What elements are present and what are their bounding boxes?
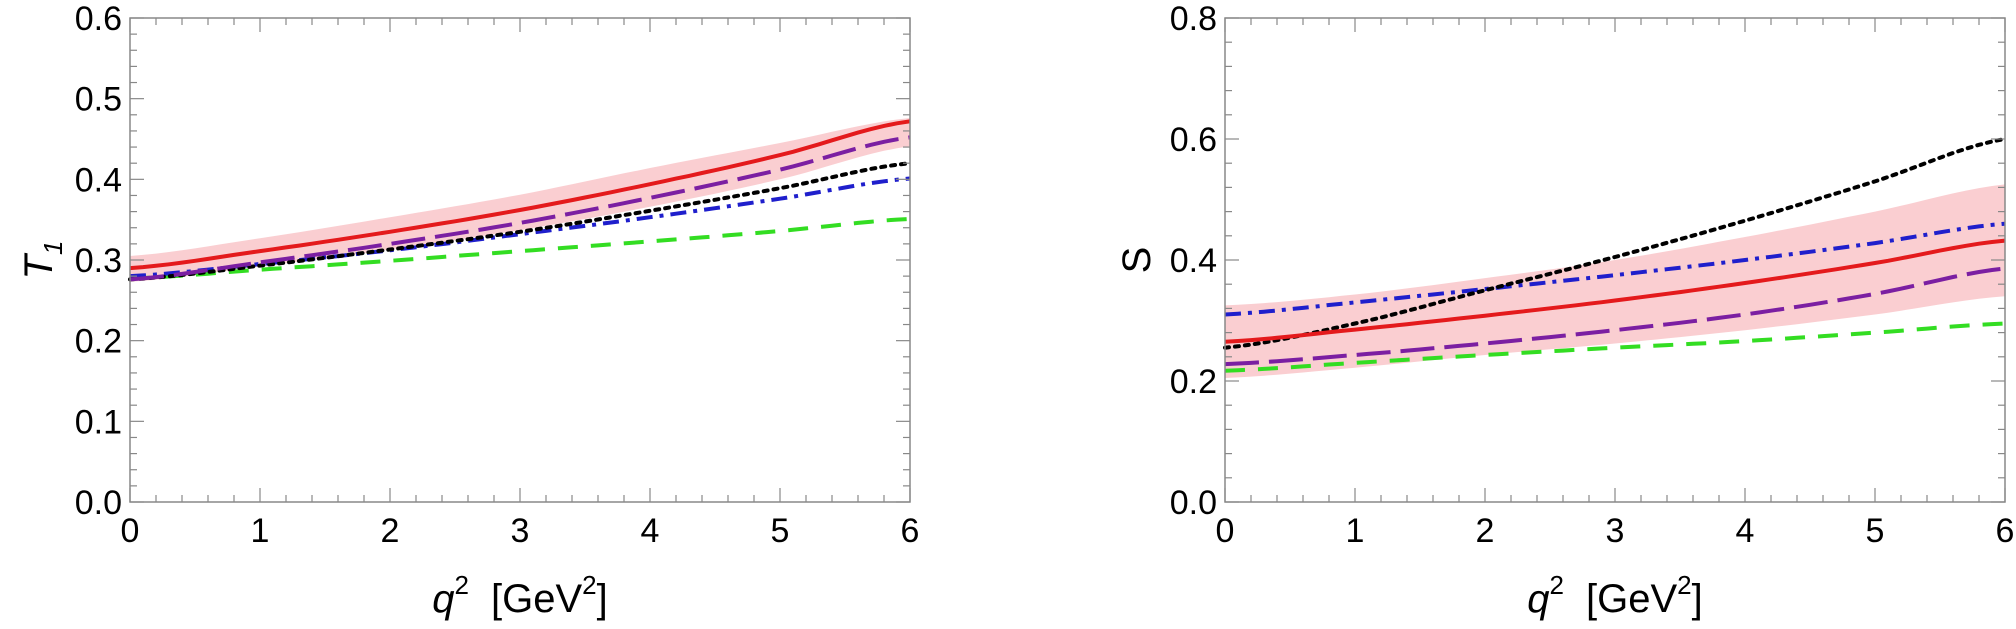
- t1-x-tick-label: 1: [251, 512, 270, 550]
- s-x-tick-label: 4: [1736, 512, 1755, 550]
- s-x-tick-label: 2: [1476, 512, 1495, 550]
- t1-y-tick-label: 0.1: [75, 403, 122, 441]
- s-y-axis-title-main: S: [1115, 247, 1159, 274]
- s-uncertainty-band-layer: [1225, 184, 2005, 378]
- t1-x-tick-label: 0: [121, 512, 140, 550]
- t1-x-axis-var-sup: 2: [455, 570, 469, 600]
- t1-x-tick-label: 2: [381, 512, 400, 550]
- t1-x-tick-label: 3: [511, 512, 530, 550]
- t1-y-tick-label: 0.4: [75, 161, 122, 199]
- t1-x-axis-unit-open: [GeV: [491, 577, 582, 621]
- t1-series-line-3: [129, 176, 911, 279]
- s-x-tick-label: 6: [1996, 512, 2015, 550]
- t1-uncertainty-band: [130, 118, 910, 282]
- t1-x-tick-label: 6: [901, 512, 920, 550]
- s-x-tick-label: 3: [1606, 512, 1625, 550]
- t1-series-line-2: [128, 161, 912, 282]
- t1-x-axis-title: q2 [GeV2]: [432, 570, 607, 621]
- t1-x-axis-unit-sup: 2: [582, 570, 596, 600]
- s-series-line-2: [1223, 137, 2007, 350]
- s-x-tick-label: 1: [1346, 512, 1365, 550]
- s-series-line-3: [1224, 221, 2006, 317]
- t1-tick-labels-layer: 0 1 2 3 4 5 6 0.0 0.1 0.2 0.3 0.4 0.5 0.6: [75, 0, 920, 550]
- s-series-line-0: [1224, 238, 2006, 344]
- s-y-tick-label: 0.6: [1170, 121, 1217, 159]
- s-x-axis-unit-sup: 2: [1677, 570, 1691, 600]
- s-y-tick-label: 0.4: [1170, 242, 1217, 280]
- s-x-axis-title: q2 [GeV2]: [1527, 570, 1702, 621]
- s-y-tick-label: 0.0: [1170, 484, 1217, 522]
- t1-y-tick-label: 0.5: [75, 81, 122, 119]
- s-y-axis-title: S: [1115, 247, 1159, 274]
- s-x-axis-var-sup: 2: [1550, 570, 1564, 600]
- s-x-axis-unit-open: [GeV: [1586, 577, 1677, 621]
- s-x-tick-label: 5: [1866, 512, 1885, 550]
- s-x-axis-var: q: [1527, 577, 1549, 621]
- s-tick-labels-layer: 0 1 2 3 4 5 6 0.0 0.2 0.4 0.6 0.8: [1170, 0, 2015, 550]
- s-plot-panel: 0 1 2 3 4 5 60.00.20.40.60.8 S q2 [GeV2]: [1115, 0, 2014, 621]
- t1-y-axis-title-subscript: 1: [38, 241, 68, 255]
- t1-x-axis-var: q: [432, 577, 454, 621]
- s-y-tick-label: 0.8: [1170, 0, 1217, 38]
- t1-series-layer: [128, 119, 912, 282]
- t1-uncertainty-band-layer: [130, 118, 910, 282]
- t1-plot-panel: 0 1 2 3 4 5 60.00.10.20.30.40.50.6 T1 q2 [GeV2]: [17, 0, 919, 621]
- s-y-tick-label: 0.2: [1170, 363, 1217, 401]
- t1-y-axis-title: T1: [17, 241, 68, 280]
- s-x-axis-unit-close: ]: [1692, 577, 1703, 621]
- t1-x-tick-label: 4: [641, 512, 660, 550]
- s-ticks-layer: [1224, 17, 2006, 503]
- s-x-tick-label: 0: [1216, 512, 1235, 550]
- t1-x-axis-unit-close: ]: [597, 577, 608, 621]
- t1-y-tick-label: 0.6: [75, 0, 122, 38]
- s-series-layer: [1223, 137, 2007, 373]
- t1-x-tick-label: 5: [771, 512, 790, 550]
- t1-y-axis-title-main: T: [17, 252, 61, 279]
- t1-y-tick-label: 0.0: [75, 484, 122, 522]
- s-uncertainty-band: [1225, 184, 2005, 378]
- t1-y-tick-label: 0.2: [75, 323, 122, 361]
- t1-y-tick-label: 0.3: [75, 242, 122, 280]
- t1-ticks-layer: [129, 17, 911, 503]
- t1-series-line-0: [129, 119, 911, 271]
